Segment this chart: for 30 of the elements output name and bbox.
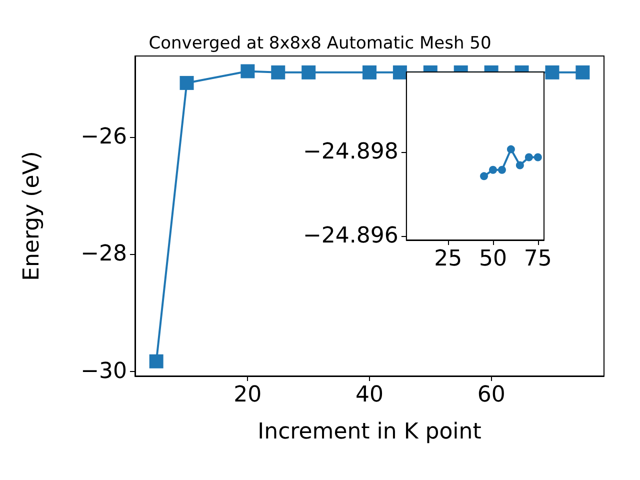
y-axis-title: Energy (eV) bbox=[20, 151, 44, 281]
point bbox=[488, 166, 497, 174]
point bbox=[149, 354, 164, 368]
point bbox=[240, 64, 255, 78]
point bbox=[480, 172, 488, 180]
y-tick-label: −30 bbox=[80, 358, 127, 384]
x-tick-label: 25 bbox=[434, 246, 462, 272]
x-tick-label: 60 bbox=[477, 382, 506, 408]
point bbox=[534, 153, 542, 162]
point bbox=[576, 65, 590, 80]
point bbox=[392, 65, 407, 80]
point bbox=[302, 65, 316, 80]
y-tick-label: −28 bbox=[80, 242, 127, 267]
x-tick-label: 20 bbox=[234, 382, 262, 408]
point bbox=[524, 153, 533, 162]
point bbox=[545, 65, 560, 80]
chart-title: Converged at 8x8x8 Automatic Mesh 50 bbox=[148, 34, 492, 54]
point bbox=[506, 145, 515, 154]
x-tick-label: 40 bbox=[356, 382, 384, 408]
x-tick-label: 50 bbox=[478, 246, 507, 272]
point bbox=[271, 65, 286, 80]
point bbox=[180, 76, 194, 90]
y-tick-label: −26 bbox=[80, 124, 127, 150]
x-tick-label: 75 bbox=[524, 246, 552, 272]
x-axis-title: Increment in K point bbox=[258, 420, 482, 444]
y-tick-label: −24.898 bbox=[302, 139, 398, 164]
point bbox=[498, 166, 506, 174]
point bbox=[362, 65, 376, 80]
y-tick-label: −24.896 bbox=[302, 223, 398, 248]
point bbox=[516, 161, 524, 170]
